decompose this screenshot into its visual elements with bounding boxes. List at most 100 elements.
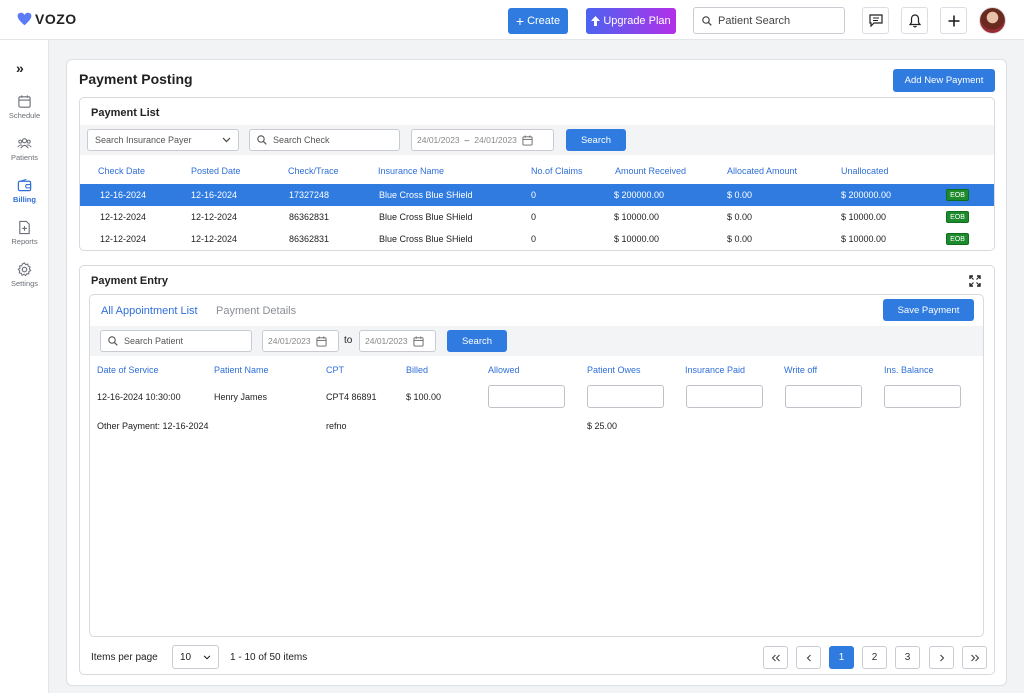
fullscreen-icon[interactable] <box>969 275 981 287</box>
wallet-icon <box>17 178 32 192</box>
create-label: Create <box>527 15 561 27</box>
patient-name-cell: Henry James <box>214 392 268 402</box>
tab-payment-details[interactable]: Payment Details <box>216 305 297 317</box>
previous-page-button[interactable] <box>796 646 821 669</box>
eob-badge[interactable]: EOB <box>946 233 969 245</box>
table-row[interactable]: 12-16-2024 12-16-2024 17327248 Blue Cros… <box>80 184 994 206</box>
patient-search-input[interactable] <box>718 14 838 27</box>
reference-cell: refno <box>326 421 347 431</box>
tab-all-appointment-list[interactable]: All Appointment List <box>101 305 198 317</box>
brand-logo[interactable]: VOZO <box>17 11 77 27</box>
allocated-amount-cell: $ 0.00 <box>727 234 753 244</box>
column-header: Write off <box>784 365 818 375</box>
column-header[interactable]: Check Date <box>98 166 146 176</box>
date-range-picker[interactable]: 24/01/2023 – 24/01/2023 <box>411 129 554 151</box>
create-button[interactable]: + Create <box>508 8 568 34</box>
save-payment-button[interactable]: Save Payment <box>883 299 974 321</box>
user-avatar[interactable] <box>979 7 1006 34</box>
date-from: 24/01/2023 <box>417 135 460 145</box>
column-header[interactable]: Unallocated <box>841 166 889 176</box>
notifications-button[interactable] <box>901 7 928 34</box>
check-trace-cell: 17327248 <box>289 190 330 200</box>
gear-icon <box>17 262 32 277</box>
first-page-button[interactable] <box>763 646 788 669</box>
messages-button[interactable] <box>862 7 889 34</box>
chevron-right-icon <box>939 654 944 661</box>
calendar-icon <box>522 134 533 146</box>
date-from-picker[interactable]: 24/01/2023 <box>262 330 339 352</box>
check-search-field[interactable] <box>249 129 400 151</box>
insurance-name-cell: Blue Cross Blue SHield <box>379 234 473 244</box>
column-header: CPT <box>326 365 344 375</box>
chevrons-right-icon <box>970 654 979 661</box>
next-page-button[interactable] <box>929 646 954 669</box>
column-header: Insurance Paid <box>685 365 746 375</box>
unallocated-cell: $ 10000.00 <box>841 212 887 222</box>
page-button-2[interactable]: 2 <box>862 646 887 669</box>
patients-icon <box>17 138 32 149</box>
posted-date-cell: 12-12-2024 <box>191 234 238 244</box>
claims-cell: 0 <box>531 212 537 222</box>
quick-add-button[interactable] <box>940 7 967 34</box>
payment-entry-search-button[interactable]: Search <box>447 330 507 352</box>
sidebar: » Schedule Patients Billing Reports Sett… <box>0 40 49 693</box>
sidebar-item-label: Settings <box>10 279 39 288</box>
patient-search[interactable] <box>693 7 845 34</box>
insurance-name-cell: Blue Cross Blue SHield <box>379 190 473 200</box>
patient-owes-input[interactable] <box>587 385 664 408</box>
allocated-amount-cell: $ 0.00 <box>727 190 753 200</box>
calendar-icon <box>413 335 424 347</box>
date-to-picker[interactable]: 24/01/2023 <box>359 330 436 352</box>
write-off-input[interactable] <box>785 385 862 408</box>
insurance-paid-input[interactable] <box>686 385 763 408</box>
items-per-page-label: Items per page <box>91 652 158 663</box>
column-header[interactable]: Check/Trace <box>288 166 339 176</box>
other-payment-amount: $ 25.00 <box>587 421 618 431</box>
payment-entry-panel: Payment Entry All Appointment List Payme… <box>79 265 995 675</box>
sidebar-item-reports[interactable]: Reports <box>0 220 49 246</box>
chevrons-left-icon <box>771 654 780 661</box>
posted-date-cell: 12-16-2024 <box>191 190 238 200</box>
allowed-input[interactable] <box>488 385 565 408</box>
brand-name: VOZO <box>35 11 77 27</box>
column-header: Date of Service <box>97 365 159 375</box>
plus-icon <box>948 15 959 26</box>
sidebar-item-billing[interactable]: Billing <box>0 178 49 204</box>
page-button-3[interactable]: 3 <box>895 646 920 669</box>
payment-list-search-button[interactable]: Search <box>566 129 626 151</box>
page-button-1[interactable]: 1 <box>829 646 854 669</box>
check-search-input[interactable] <box>273 135 392 145</box>
amount-received-cell: $ 200000.00 <box>614 190 665 200</box>
chevron-left-icon <box>806 654 811 661</box>
upgrade-plan-button[interactable]: Upgrade Plan <box>586 8 676 34</box>
payment-posting-card: Payment Posting Add New Payment Payment … <box>66 59 1007 686</box>
column-header[interactable]: Allocated Amount <box>727 166 798 176</box>
column-header[interactable]: Amount Received <box>615 166 687 176</box>
patient-search-field[interactable] <box>100 330 252 352</box>
check-trace-cell: 86362831 <box>289 212 330 222</box>
sidebar-item-label: Reports <box>11 237 38 246</box>
page-size-select[interactable]: 10 <box>172 645 219 669</box>
sidebar-item-patients[interactable]: Patients <box>0 136 49 162</box>
table-row[interactable]: 12-12-2024 12-12-2024 86362831 Blue Cros… <box>80 228 994 250</box>
sidebar-item-settings[interactable]: Settings <box>0 262 49 288</box>
column-header[interactable]: Posted Date <box>191 166 241 176</box>
expand-sidebar-icon[interactable]: » <box>16 60 24 76</box>
patient-search-input[interactable] <box>124 336 244 346</box>
last-page-button[interactable] <box>962 646 987 669</box>
column-header[interactable]: Insurance Name <box>378 166 445 176</box>
item-range-text: 1 - 10 of 50 items <box>230 652 308 663</box>
billed-cell: $ 100.00 <box>406 392 442 402</box>
sidebar-item-label: Patients <box>10 153 39 162</box>
add-new-payment-button[interactable]: Add New Payment <box>893 69 995 92</box>
table-row[interactable]: 12-12-2024 12-12-2024 86362831 Blue Cros… <box>80 206 994 228</box>
sidebar-item-schedule[interactable]: Schedule <box>0 94 49 120</box>
plus-icon: + <box>515 13 525 29</box>
payment-list-filters: Search Insurance Payer 24/01/2023 – 24/0… <box>80 125 994 155</box>
eob-badge[interactable]: EOB <box>946 211 969 223</box>
column-header[interactable]: No.of Claims <box>531 166 583 176</box>
ins-balance-input[interactable] <box>884 385 961 408</box>
eob-badge[interactable]: EOB <box>946 189 969 201</box>
insurance-payer-select[interactable]: Search Insurance Payer <box>87 129 239 151</box>
upgrade-label: Upgrade Plan <box>603 15 671 27</box>
